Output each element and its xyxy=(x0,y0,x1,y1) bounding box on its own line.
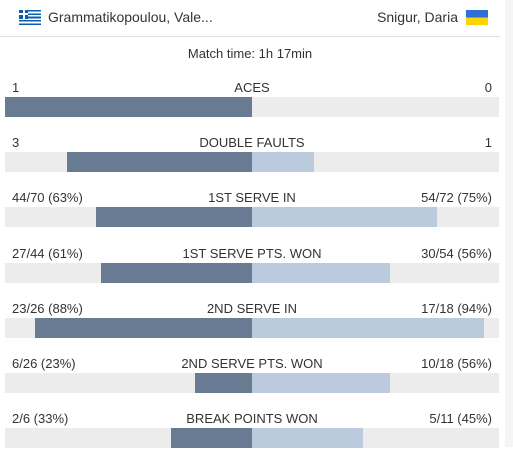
home-player[interactable]: Grammatikopoulou, Vale... xyxy=(19,9,213,25)
away-stat-value: 17/18 (94%) xyxy=(421,300,492,316)
stat-bar-track xyxy=(5,262,499,283)
away-stat-bar xyxy=(252,372,391,393)
away-stat-value: 54/72 (75%) xyxy=(421,190,492,206)
away-stat-bar xyxy=(252,152,314,173)
home-stat-value: 44/70 (63%) xyxy=(12,190,83,206)
home-stat-bar xyxy=(101,262,252,283)
stat-row: 6/26 (23%) 2ND SERVE PTS. WON 10/18 (56%) xyxy=(5,352,499,407)
away-player-name[interactable]: Snigur, Daria xyxy=(377,9,458,25)
stat-label: 2ND SERVE IN xyxy=(206,300,298,316)
stat-bar-track xyxy=(5,428,499,449)
home-stat-bar xyxy=(34,317,252,338)
home-stat-bar xyxy=(5,97,252,117)
stat-label: DOUBLE FAULTS xyxy=(199,135,305,151)
away-stat-bar xyxy=(252,262,391,283)
home-stat-bar xyxy=(170,428,252,449)
stat-label: 1ST SERVE PTS. WON xyxy=(182,245,322,261)
stat-row: 3 DOUBLE FAULTS 1 xyxy=(5,131,499,186)
home-stat-value: 6/26 (23%) xyxy=(12,355,76,371)
home-stat-value: 3 xyxy=(12,135,20,151)
home-stat-value: 2/6 (33%) xyxy=(12,411,69,427)
stat-label: 2ND SERVE PTS. WON xyxy=(181,355,323,371)
away-stat-bar xyxy=(252,428,364,449)
stat-row: 2/6 (33%) BREAK POINTS WON 5/11 (45%) xyxy=(5,407,499,462)
stat-bar-track xyxy=(5,372,499,393)
greece-flag-icon xyxy=(19,9,41,25)
away-stat-value: 10/18 (56%) xyxy=(421,355,492,371)
home-stat-bar xyxy=(66,152,252,173)
away-stat-bar xyxy=(252,317,485,338)
away-stat-value: 30/54 (56%) xyxy=(421,245,492,261)
stat-row: 23/26 (88%) 2ND SERVE IN 17/18 (94%) xyxy=(5,297,499,352)
away-stat-value: 1 xyxy=(484,135,492,151)
home-stat-bar xyxy=(96,207,252,228)
home-stat-value: 23/26 (88%) xyxy=(12,300,83,316)
away-stat-bar xyxy=(252,207,438,228)
stats-list: 1 ACES 0 3 DOUBLE FAULTS 1 44/70 (63%) 1ST SERV… xyxy=(5,76,499,462)
stat-bar-track xyxy=(5,97,499,117)
away-stat-value: 0 xyxy=(484,80,492,95)
away-player[interactable]: Snigur, Daria xyxy=(377,9,488,25)
home-stat-value: 1 xyxy=(12,80,20,95)
stat-bar-track xyxy=(5,317,499,338)
away-stat-value: 5/11 (45%) xyxy=(429,411,492,427)
stat-row: 1 ACES 0 xyxy=(5,76,499,131)
stat-row: 44/70 (63%) 1ST SERVE IN 54/72 (75%) xyxy=(5,186,499,241)
stat-label: 1ST SERVE IN xyxy=(208,190,296,206)
match-header: Grammatikopoulou, Vale... Snigur, Daria xyxy=(0,0,500,37)
ukraine-flag-icon xyxy=(466,9,488,25)
scrollbar[interactable] xyxy=(505,0,513,447)
match-time: Match time: 1h 17min xyxy=(187,46,313,61)
home-stat-value: 27/44 (61%) xyxy=(12,245,83,261)
stat-bar-track xyxy=(5,207,499,228)
stat-label: BREAK POINTS WON xyxy=(186,411,318,427)
home-stat-bar xyxy=(195,372,252,393)
stat-bar-track xyxy=(5,152,499,173)
stat-label: ACES xyxy=(234,80,270,95)
stat-row: 27/44 (61%) 1ST SERVE PTS. WON 30/54 (56%) xyxy=(5,242,499,297)
home-player-name[interactable]: Grammatikopoulou, Vale... xyxy=(48,9,213,25)
